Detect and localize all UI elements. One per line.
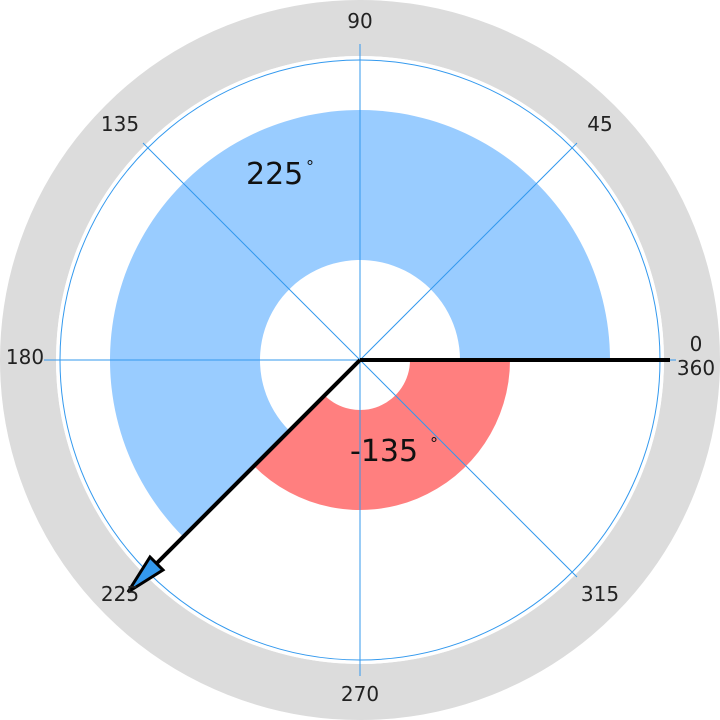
tick-label-315: 315: [581, 582, 619, 606]
tick-label-225: 225: [101, 582, 139, 606]
positive-angle-value: 225: [246, 157, 303, 192]
positive-angle-band: [110, 110, 610, 537]
negative-angle-band: [253, 360, 510, 511]
tick-label-0: 0: [690, 332, 703, 356]
tick-label-90: 90: [347, 9, 372, 33]
negative-angle-value: -135: [350, 434, 418, 469]
positive-angle-unit: °: [306, 157, 314, 176]
tick-label-45: 45: [587, 112, 612, 136]
pointer-arrow-icon[interactable]: [126, 554, 166, 594]
negative-angle-unit: °: [430, 434, 438, 453]
tick-label-360: 360: [677, 356, 715, 380]
tick-label-270: 270: [341, 682, 379, 706]
angle-arm: [154, 358, 362, 566]
tick-label-180: 180: [6, 345, 44, 369]
tick-label-135: 135: [101, 112, 139, 136]
